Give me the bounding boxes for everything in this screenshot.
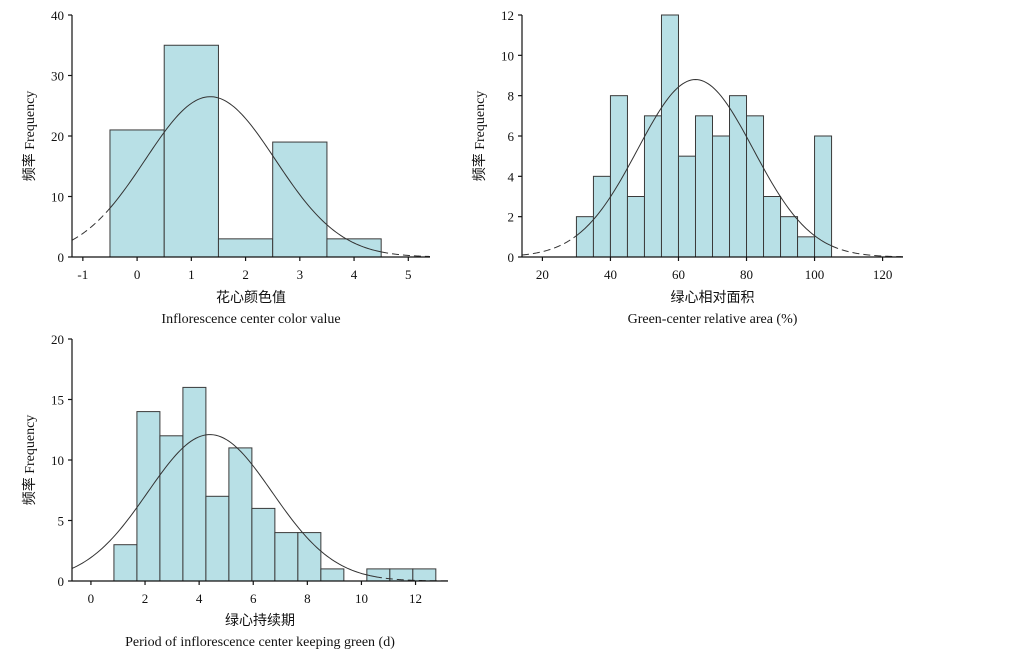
x-tick-label: 8 xyxy=(304,591,311,606)
x-tick-label: 0 xyxy=(134,267,141,282)
histogram-bar xyxy=(389,568,414,582)
x-tick-label: 100 xyxy=(805,267,825,282)
x-tick-label: 40 xyxy=(604,267,617,282)
histogram-bar xyxy=(643,115,662,258)
y-tick-label: 5 xyxy=(58,514,65,529)
normal-curve xyxy=(576,79,832,247)
histogram-bar xyxy=(326,238,382,258)
y-tick-label: 12 xyxy=(501,8,514,23)
x-tick-label: 80 xyxy=(740,267,753,282)
x-tick-label: 0 xyxy=(88,591,95,606)
x-axis-label-en: Inflorescence center color value xyxy=(161,312,340,327)
histogram-green-area: 20 40 60 80 100 120 0 2 4 6 8 10 12 频率 Frequency 绿心相对面… xyxy=(471,8,904,327)
x-tick-label: 2 xyxy=(142,591,149,606)
y-tick-label: 0 xyxy=(58,574,65,589)
normal-curve-right-tail xyxy=(381,251,431,257)
x-tick-label: 4 xyxy=(351,267,358,282)
histogram-bar xyxy=(694,115,714,258)
x-tick-label: -1 xyxy=(77,267,88,282)
y-tick-label: 10 xyxy=(51,453,64,468)
histogram-bar xyxy=(626,196,645,258)
y-axis-label: 频率 Frequency xyxy=(471,91,488,182)
x-tick-label: 120 xyxy=(873,267,893,282)
histogram-bar xyxy=(320,568,345,582)
histogram-bar xyxy=(763,196,782,258)
y-tick-label: 20 xyxy=(51,332,64,347)
histogram-bar xyxy=(609,95,628,258)
y-tick-label: 40 xyxy=(51,8,64,23)
normal-curve-left-tail xyxy=(71,207,111,241)
x-tick-label: 6 xyxy=(250,591,257,606)
x-tick-label: 60 xyxy=(672,267,685,282)
x-axis-label-cn: 花心颜色值 xyxy=(216,289,286,306)
histogram-bar xyxy=(366,568,391,582)
y-tick-label: 0 xyxy=(508,250,515,265)
x-tick-label: 1 xyxy=(188,267,195,282)
histogram-bar xyxy=(217,238,274,258)
normal-curve xyxy=(71,434,376,578)
histogram-bar xyxy=(159,435,184,582)
histogram-bar xyxy=(729,95,748,258)
y-axis-label: 频率 Frequency xyxy=(21,91,38,182)
x-tick-label: 4 xyxy=(196,591,203,606)
histogram-bar xyxy=(780,216,799,258)
histogram-bar xyxy=(660,14,679,258)
x-tick-label: 12 xyxy=(409,591,422,606)
x-tick-label: 20 xyxy=(536,267,549,282)
histogram-bar xyxy=(251,507,276,582)
y-tick-label: 15 xyxy=(51,393,64,408)
x-tick-label: 10 xyxy=(355,591,368,606)
normal-curve-right-tail xyxy=(831,245,904,258)
histogram-green-period: 0 2 4 6 8 10 12 0 5 10 15 20 频率 Frequency 绿心持续期 Period… xyxy=(21,332,448,650)
x-axis-label-cn: 绿心相对面积 xyxy=(671,290,755,306)
y-tick-label: 10 xyxy=(501,48,514,63)
y-tick-label: 6 xyxy=(508,129,515,144)
y-tick-label: 8 xyxy=(508,89,515,104)
y-tick-label: 20 xyxy=(51,129,64,144)
histogram-bar xyxy=(814,135,833,258)
y-tick-label: 0 xyxy=(58,250,65,265)
x-axis-label-en: Green-center relative area (%) xyxy=(628,312,798,327)
histogram-bar xyxy=(797,236,816,258)
histogram-bar xyxy=(677,155,696,258)
x-tick-label: 2 xyxy=(242,267,249,282)
histogram-bar xyxy=(113,544,138,582)
histogram-bar xyxy=(182,386,207,582)
x-axis-label-en: Period of inflorescence center keeping g… xyxy=(125,635,395,650)
normal-curve xyxy=(109,96,382,253)
x-axis-label-cn: 绿心持续期 xyxy=(225,612,295,629)
x-tick-label: 5 xyxy=(405,267,412,282)
y-tick-label: 10 xyxy=(51,190,64,205)
y-tick-label: 2 xyxy=(508,210,515,225)
normal-curve-left-tail xyxy=(521,235,577,256)
histogram-bar xyxy=(163,44,219,258)
histogram-bar xyxy=(205,495,230,582)
y-tick-label: 30 xyxy=(51,69,64,84)
histogram-bar xyxy=(412,568,437,582)
histogram-bar xyxy=(109,129,165,258)
histogram-bar xyxy=(274,532,299,582)
histogram-bar xyxy=(272,141,328,258)
histogram-bar xyxy=(228,447,253,582)
histogram-bar xyxy=(712,135,731,258)
histogram-bar xyxy=(746,115,765,258)
histogram-bar xyxy=(136,411,161,582)
y-axis-label: 频率 Frequency xyxy=(21,415,38,506)
histogram-color-value: -1 0 1 2 3 4 5 0 10 20 30 40 频率 Frequency 花心颜色值 Inflor… xyxy=(21,8,431,327)
x-tick-label: 3 xyxy=(297,267,304,282)
y-tick-label: 4 xyxy=(508,169,515,184)
